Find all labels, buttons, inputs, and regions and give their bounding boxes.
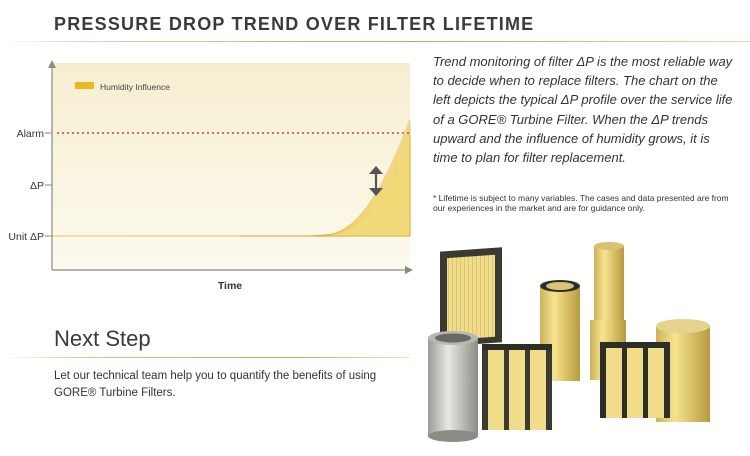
x-axis-label: Time (218, 280, 242, 292)
plot-background (52, 63, 410, 270)
next-step-divider (0, 357, 410, 358)
double-arrow-icon (369, 166, 383, 196)
page-title: PRESSURE DROP TREND OVER FILTER LIFETIME (54, 14, 535, 34)
next-step-body: Let our technical team help you to quant… (54, 370, 377, 399)
y-label-unit-dp: Unit ΔP (8, 231, 44, 243)
turbine-filters-photo (428, 242, 710, 442)
humidity-curve-8 (240, 118, 411, 237)
y-label-alarm: Alarm (17, 128, 45, 140)
y-axis-arrowhead (48, 60, 56, 68)
pressure-drop-chart: Alarm ΔP Unit ΔP Time Humidity Influence (8, 60, 413, 292)
x-axis-arrowhead (405, 266, 413, 274)
next-step-heading: Next Step (54, 326, 151, 351)
title-divider (0, 41, 750, 42)
legend-label: Humidity Influence (100, 82, 170, 92)
legend-swatch (75, 82, 94, 89)
footnote-text: * Lifetime is subject to many variables.… (433, 193, 729, 213)
description-text: Trend monitoring of filter ΔP is the mos… (433, 54, 733, 166)
y-label-dp: ΔP (30, 180, 44, 192)
humidity-influence-band (240, 118, 411, 237)
